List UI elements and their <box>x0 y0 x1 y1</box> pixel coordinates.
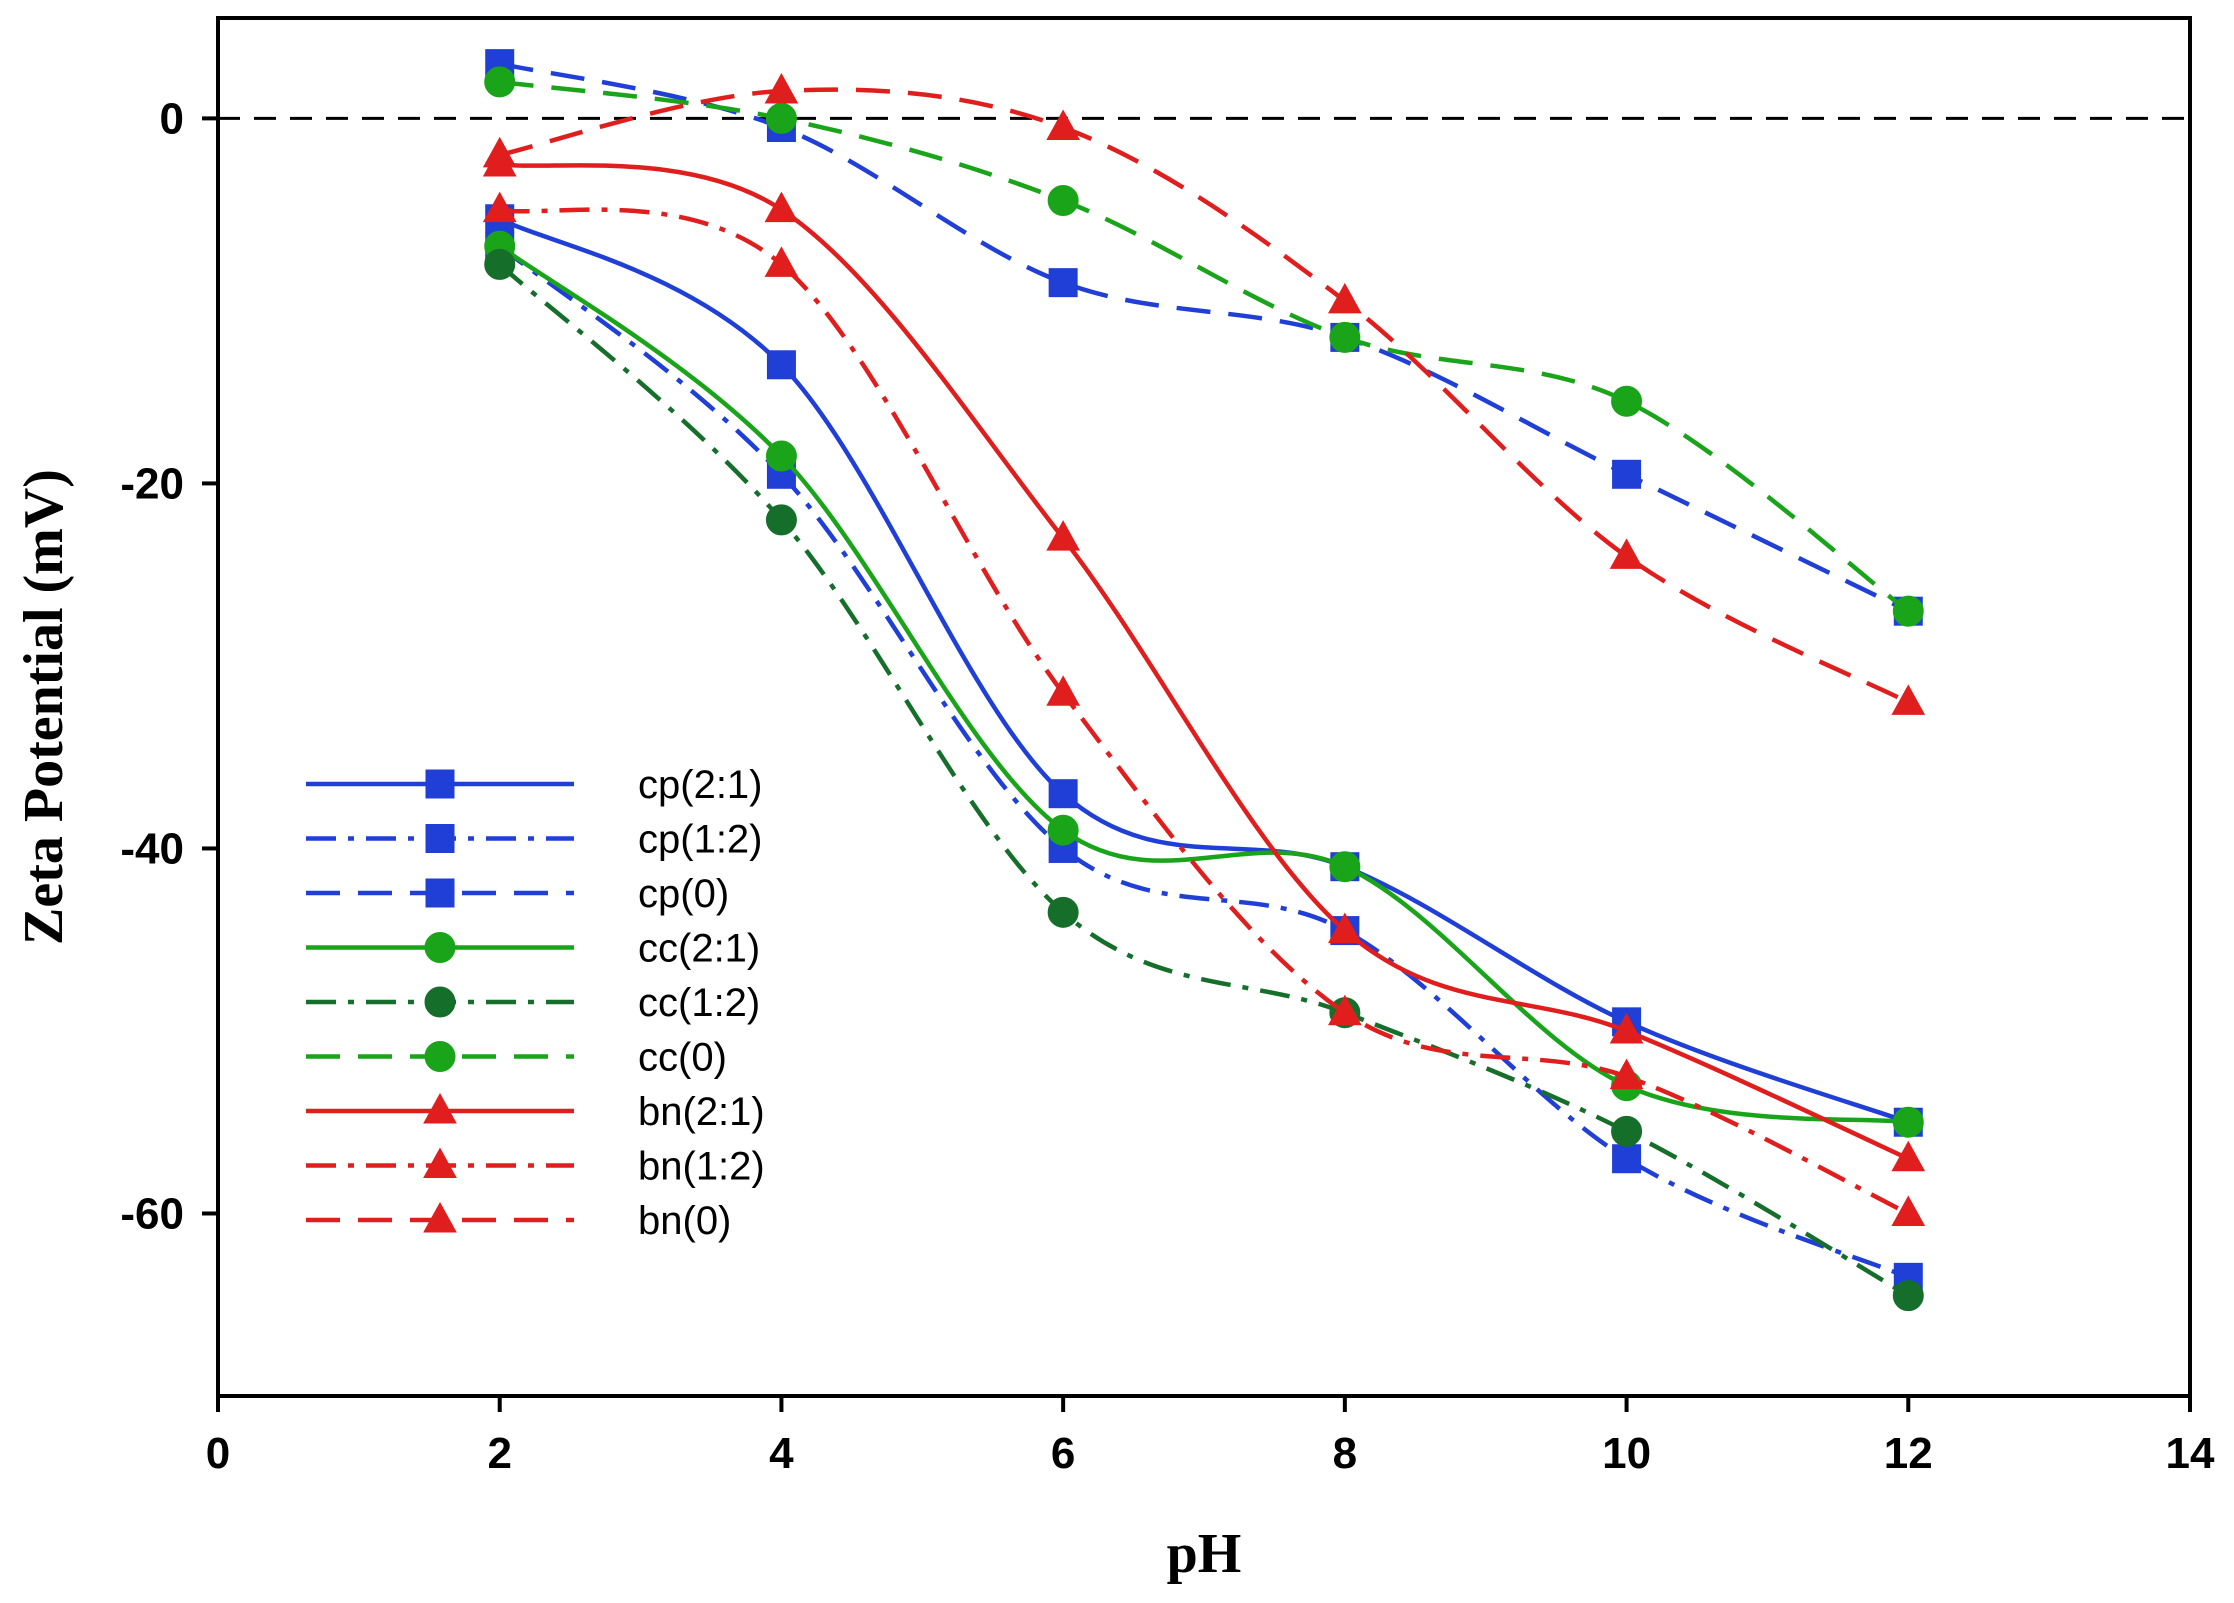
legend-marker <box>424 986 456 1018</box>
data-point-circle <box>1047 185 1079 217</box>
data-point-triangle <box>1609 1012 1644 1044</box>
legend-label: cc(0) <box>638 1036 727 1080</box>
data-point-square <box>1612 1144 1642 1174</box>
data-point-square <box>1048 268 1078 298</box>
series-line <box>499 207 1910 1216</box>
legend-entry: cc(2:1) <box>306 927 760 971</box>
x-tick-label: 14 <box>2166 1429 2215 1478</box>
x-tick-label: 8 <box>1333 1429 1357 1478</box>
data-point-triangle <box>1891 684 1926 715</box>
plot-frame <box>216 16 2192 1398</box>
legend-label: cp(1:2) <box>638 818 763 862</box>
series-line <box>499 161 1910 1161</box>
data-point-triangle <box>1891 1140 1926 1172</box>
x-axis-title: pH <box>1167 1523 1242 1585</box>
data-point-circle <box>765 504 797 536</box>
data-point-circle <box>1329 851 1361 883</box>
legend-label: bn(2:1) <box>638 1090 765 1134</box>
y-axis-title: Zeta Potential (mV) <box>13 469 75 945</box>
y-tick-label: 0 <box>160 94 184 143</box>
legend-label: cc(2:1) <box>638 927 760 971</box>
legend-marker <box>424 932 456 963</box>
legend-entry: bn(0) <box>306 1199 731 1243</box>
series-line <box>498 262 1910 1298</box>
data-point-triangle <box>1046 109 1080 141</box>
legend-entry: cc(0) <box>306 1036 727 1080</box>
data-point-triangle <box>764 191 799 223</box>
data-point-triangle <box>1328 282 1362 314</box>
x-tick-label: 0 <box>206 1429 230 1478</box>
series-cp(0) <box>485 49 1923 626</box>
data-point-triangle <box>1609 538 1644 569</box>
y-tick-label: -20 <box>120 459 184 508</box>
x-tick-label: 4 <box>769 1429 794 1478</box>
data-point-circle <box>1892 1106 1924 1138</box>
data-point-circle <box>484 248 516 280</box>
legend-marker <box>425 878 455 908</box>
data-point-triangle <box>1328 994 1362 1026</box>
y-tick-label: -40 <box>120 824 184 873</box>
data-point-square <box>1612 459 1642 489</box>
x-tick-label: 10 <box>1602 1429 1651 1478</box>
legend-marker <box>424 1041 456 1072</box>
x-tick-label: 12 <box>1884 1429 1933 1478</box>
data-point-circle <box>1047 896 1079 928</box>
data-point-circle <box>1892 595 1924 627</box>
legend-entry: cc(1:2) <box>306 981 760 1025</box>
data-point-triangle <box>764 246 799 277</box>
data-point-circle <box>1611 385 1643 417</box>
data-point-triangle <box>1046 675 1080 706</box>
data-point-circle <box>765 440 797 472</box>
legend-label: cc(1:2) <box>638 981 760 1025</box>
series-cc(0) <box>484 66 1924 627</box>
legend-label: bn(1:2) <box>638 1145 765 1189</box>
legend-entry: bn(2:1) <box>306 1090 765 1134</box>
data-point-triangle <box>1609 1058 1644 1090</box>
data-point-circle <box>1611 1115 1643 1147</box>
data-point-square <box>1048 779 1078 809</box>
series-line <box>498 244 1909 1125</box>
data-point-circle <box>1047 814 1079 846</box>
legend-marker <box>425 824 455 853</box>
data-point-triangle <box>482 191 517 223</box>
legend-entry: cp(2:1) <box>306 763 763 807</box>
y-tick-label: -60 <box>120 1189 184 1238</box>
series-line <box>499 87 1910 705</box>
series-bn(0) <box>482 72 1926 715</box>
data-point-circle <box>1329 321 1361 353</box>
series-line <box>499 79 1910 614</box>
x-tick-label: 2 <box>487 1429 511 1478</box>
data-point-triangle <box>1046 520 1080 551</box>
legend-marker <box>425 769 455 799</box>
legend-entry: bn(1:2) <box>306 1145 765 1189</box>
x-tick-label: 6 <box>1051 1429 1075 1478</box>
data-point-square <box>766 350 796 380</box>
data-point-circle <box>1892 1280 1924 1312</box>
series-bn(1:2) <box>482 191 1926 1226</box>
legend-marker <box>423 1092 457 1124</box>
series-line <box>498 216 1910 1125</box>
legend-marker <box>423 1201 457 1233</box>
legend-label: cp(2:1) <box>638 763 763 807</box>
data-point-triangle <box>1891 1195 1926 1226</box>
data-point-triangle <box>764 72 799 104</box>
data-point-circle <box>765 102 797 134</box>
data-point-triangle <box>482 136 517 168</box>
data-point-circle <box>484 66 516 98</box>
legend-label: cp(0) <box>638 872 729 916</box>
series-cc(2:1) <box>484 230 1924 1138</box>
legend-marker <box>423 1147 457 1178</box>
legend-entry: cp(1:2) <box>306 818 763 862</box>
series-line <box>499 61 1910 614</box>
legend-label: bn(0) <box>638 1199 731 1243</box>
legend-entry: cp(0) <box>306 872 729 916</box>
data-point-triangle <box>1328 912 1362 944</box>
